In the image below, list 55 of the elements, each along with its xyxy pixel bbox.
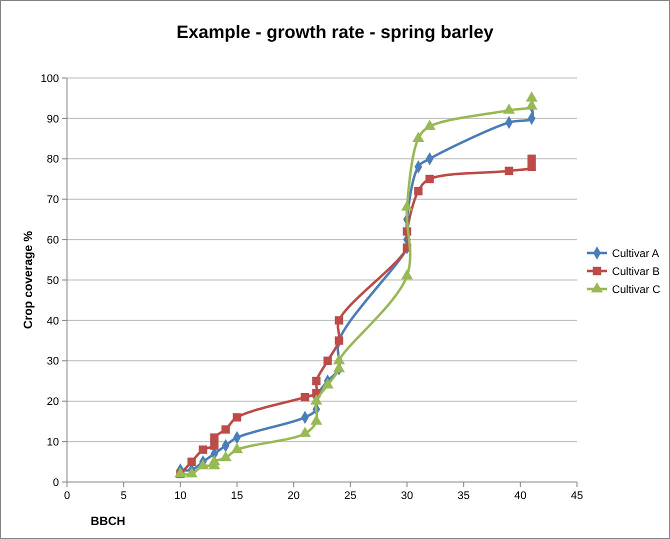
x-tick-label: 10 [174,490,186,502]
point [187,458,196,466]
x-tick-label: 5 [120,490,127,502]
point [334,316,344,325]
point [232,413,242,422]
point [210,441,219,450]
point [527,154,536,163]
y-tick-label: 10 [46,436,59,448]
legend-label: Cultivar B [612,266,660,278]
y-tick-label: 50 [46,274,59,287]
point [210,433,219,442]
point [323,356,332,365]
x-tick-label: 0 [64,490,70,502]
x-axis-title: BBCH [90,514,126,528]
point [310,394,322,405]
point [504,166,514,176]
x-tick-label: 35 [458,490,470,502]
point [198,445,208,454]
y-axis-title: Crop coverage % [21,230,35,330]
point [322,378,334,388]
point [333,354,345,364]
point [186,467,198,478]
x-tick-label: 45 [570,490,584,502]
y-tick-label: 80 [46,154,59,166]
legend-label: Cultivar A [612,248,660,260]
x-tick-label: 40 [514,490,526,502]
y-tick-label: 70 [46,194,59,206]
point [527,162,536,172]
point [174,467,186,478]
point [312,376,321,386]
y-tick-label: 100 [40,72,59,85]
point [414,186,423,196]
y-tick-label: 60 [46,234,59,246]
y-tick-label: 0 [52,476,59,489]
point [299,426,311,437]
point [231,442,243,454]
x-tick-label: 20 [288,490,300,502]
point [300,392,310,402]
x-tick-label: 15 [230,490,244,502]
point [221,425,230,434]
point [334,336,344,345]
chart-title: Example - growth rate - spring barley [176,22,494,42]
point [220,450,232,462]
x-tick-label: 30 [400,490,414,502]
point [425,174,434,184]
point [197,459,209,470]
y-tick-label: 90 [46,113,59,126]
y-tick-label: 20 [46,396,59,408]
point [401,269,413,280]
y-tick-label: 30 [46,356,59,368]
x-tick-label: 25 [344,490,356,502]
legend-label: Cultivar C [612,284,660,296]
y-tick-label: 40 [46,315,59,328]
point [208,455,220,466]
point [310,414,322,425]
